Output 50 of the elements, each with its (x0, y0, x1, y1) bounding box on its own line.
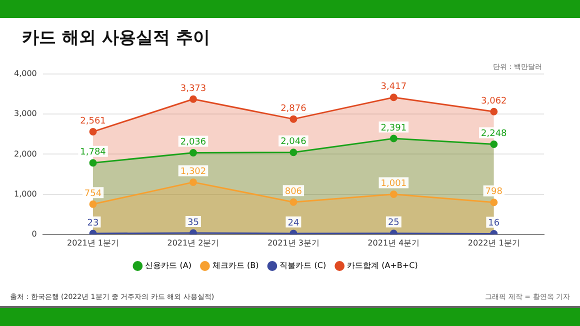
point (189, 149, 197, 157)
point (89, 159, 97, 167)
chart-title: 카드 해외 사용실적 추이 (22, 27, 210, 49)
point (290, 148, 298, 156)
x-tick-label: 2021년 3분기 (267, 238, 320, 248)
point (390, 190, 398, 198)
data-label: 2,561 (80, 116, 106, 127)
data-label: 24 (288, 218, 300, 228)
point (189, 95, 197, 103)
point (390, 94, 398, 102)
data-label: 798 (485, 187, 503, 198)
data-label: 23 (87, 218, 99, 228)
y-tick-label: 3,000 (14, 109, 37, 118)
x-tick-label: 2021년 1분기 (67, 238, 120, 248)
point (490, 140, 498, 148)
data-label: 1,784 (80, 148, 106, 158)
point (390, 134, 398, 142)
point (89, 200, 97, 208)
point (189, 178, 197, 186)
data-label: 3,373 (180, 84, 206, 94)
data-label: 3,062 (481, 96, 507, 106)
y-tick-label: 2,000 (14, 149, 37, 158)
data-label: 2,248 (481, 129, 508, 140)
x-tick-label: 2021년 4분기 (368, 238, 420, 248)
data-label: 3,417 (380, 82, 407, 92)
y-tick-label: 0 (32, 229, 37, 238)
data-label: 1,302 (180, 167, 206, 178)
legend-label: 직불카드 (C) (280, 261, 326, 270)
data-label: 1,001 (380, 179, 407, 190)
legend-label: 체크카드 (B) (212, 261, 259, 270)
point (490, 108, 498, 116)
data-label: 2,876 (280, 104, 307, 114)
x-tick-label: 2022년 1분기 (468, 238, 520, 248)
point (290, 198, 298, 206)
data-label: 35 (188, 218, 199, 228)
point (490, 198, 498, 206)
legend-label: 신용카드 (A) (145, 261, 192, 270)
data-label: 16 (488, 218, 500, 229)
legend-label: 카드합계 (A+B+C) (347, 261, 418, 270)
y-tick-label: 4,000 (14, 69, 37, 78)
data-label: 2,036 (180, 138, 206, 148)
point (89, 128, 97, 136)
data-label: 806 (284, 186, 302, 197)
data-label: 25 (388, 218, 400, 228)
data-label: 2,391 (380, 123, 407, 134)
point (290, 115, 298, 123)
y-tick-label: 1,000 (14, 189, 37, 198)
data-label: 2,046 (280, 137, 307, 148)
data-label: 754 (84, 189, 102, 200)
x-tick-label: 2021년 2분기 (167, 238, 220, 248)
